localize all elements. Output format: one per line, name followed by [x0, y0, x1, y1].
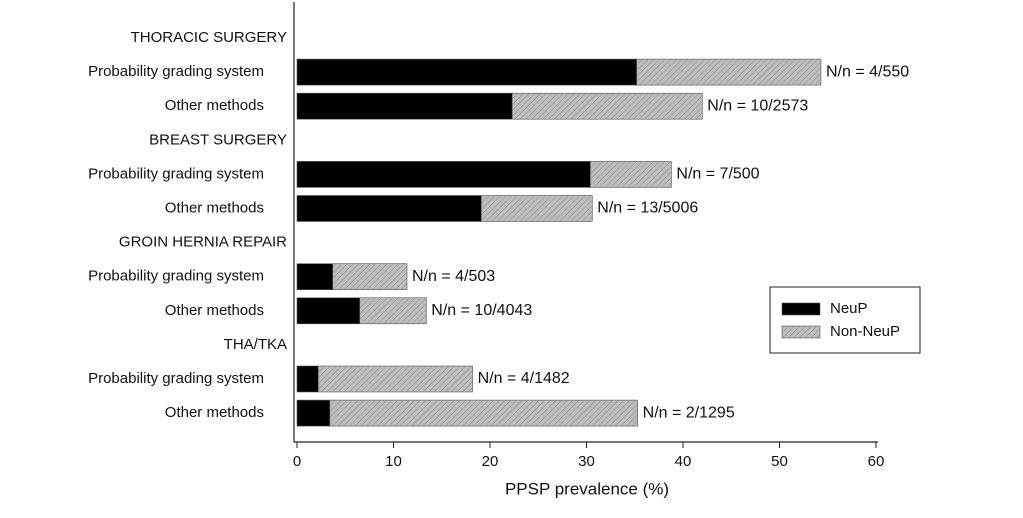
legend-label: NeuP	[830, 300, 868, 317]
legend-label: Non-NeuP	[830, 323, 900, 340]
legend-swatch	[781, 325, 821, 339]
bar	[636, 58, 822, 86]
x-tick-label: 50	[771, 453, 788, 470]
x-tick-label: 0	[293, 453, 301, 470]
bar-label: N/n = 7/500	[676, 166, 759, 183]
x-tick-label: 60	[868, 453, 885, 470]
bar	[296, 161, 591, 188]
group-label: THORACIC SURGERY	[131, 29, 287, 46]
y-tick-label: Probability grading system	[88, 370, 264, 387]
x-tick-label: 10	[385, 453, 402, 470]
x-tick-label: 20	[482, 453, 499, 470]
legend-box	[769, 286, 921, 354]
x-tick-label: 40	[675, 453, 692, 470]
x-axis-label: PPSP prevalence (%)	[505, 479, 669, 498]
bar-label: N/n = 10/2573	[707, 97, 808, 114]
bar	[296, 297, 361, 325]
group-label: GROIN HERNIA REPAIR	[119, 234, 287, 251]
bar	[511, 92, 703, 120]
bar-label: N/n = 4/503	[412, 268, 495, 285]
bar	[296, 92, 513, 120]
bar	[332, 263, 408, 291]
bar	[296, 365, 319, 393]
bar	[296, 263, 334, 291]
y-tick-label: Probability grading system	[88, 63, 264, 80]
group-label: BREAST SURGERY	[149, 131, 287, 148]
bar-label: N/n = 10/4043	[431, 302, 532, 319]
bar-label: N/n = 4/550	[826, 63, 909, 80]
bar	[296, 399, 331, 427]
y-tick-label: Probability grading system	[88, 268, 264, 285]
bar	[481, 195, 593, 222]
y-tick-label: Other methods	[165, 97, 264, 114]
y-tick-label: Other methods	[165, 199, 264, 216]
y-tick-label: Other methods	[165, 302, 264, 319]
y-tick-label: Probability grading system	[88, 165, 264, 182]
legend-swatch	[781, 302, 821, 316]
bar-label: N/n = 4/1482	[478, 370, 570, 387]
group-label: THA/TKA	[224, 336, 287, 353]
bar	[296, 195, 482, 222]
bar	[329, 399, 638, 427]
bar	[359, 297, 427, 325]
bar	[296, 58, 637, 86]
y-tick-label: Other methods	[165, 404, 264, 421]
x-tick-label: 30	[578, 453, 595, 470]
bar-label: N/n = 13/5006	[597, 200, 698, 217]
bar	[590, 161, 672, 188]
bar-label: N/n = 2/1295	[643, 404, 735, 421]
bar	[317, 365, 473, 393]
